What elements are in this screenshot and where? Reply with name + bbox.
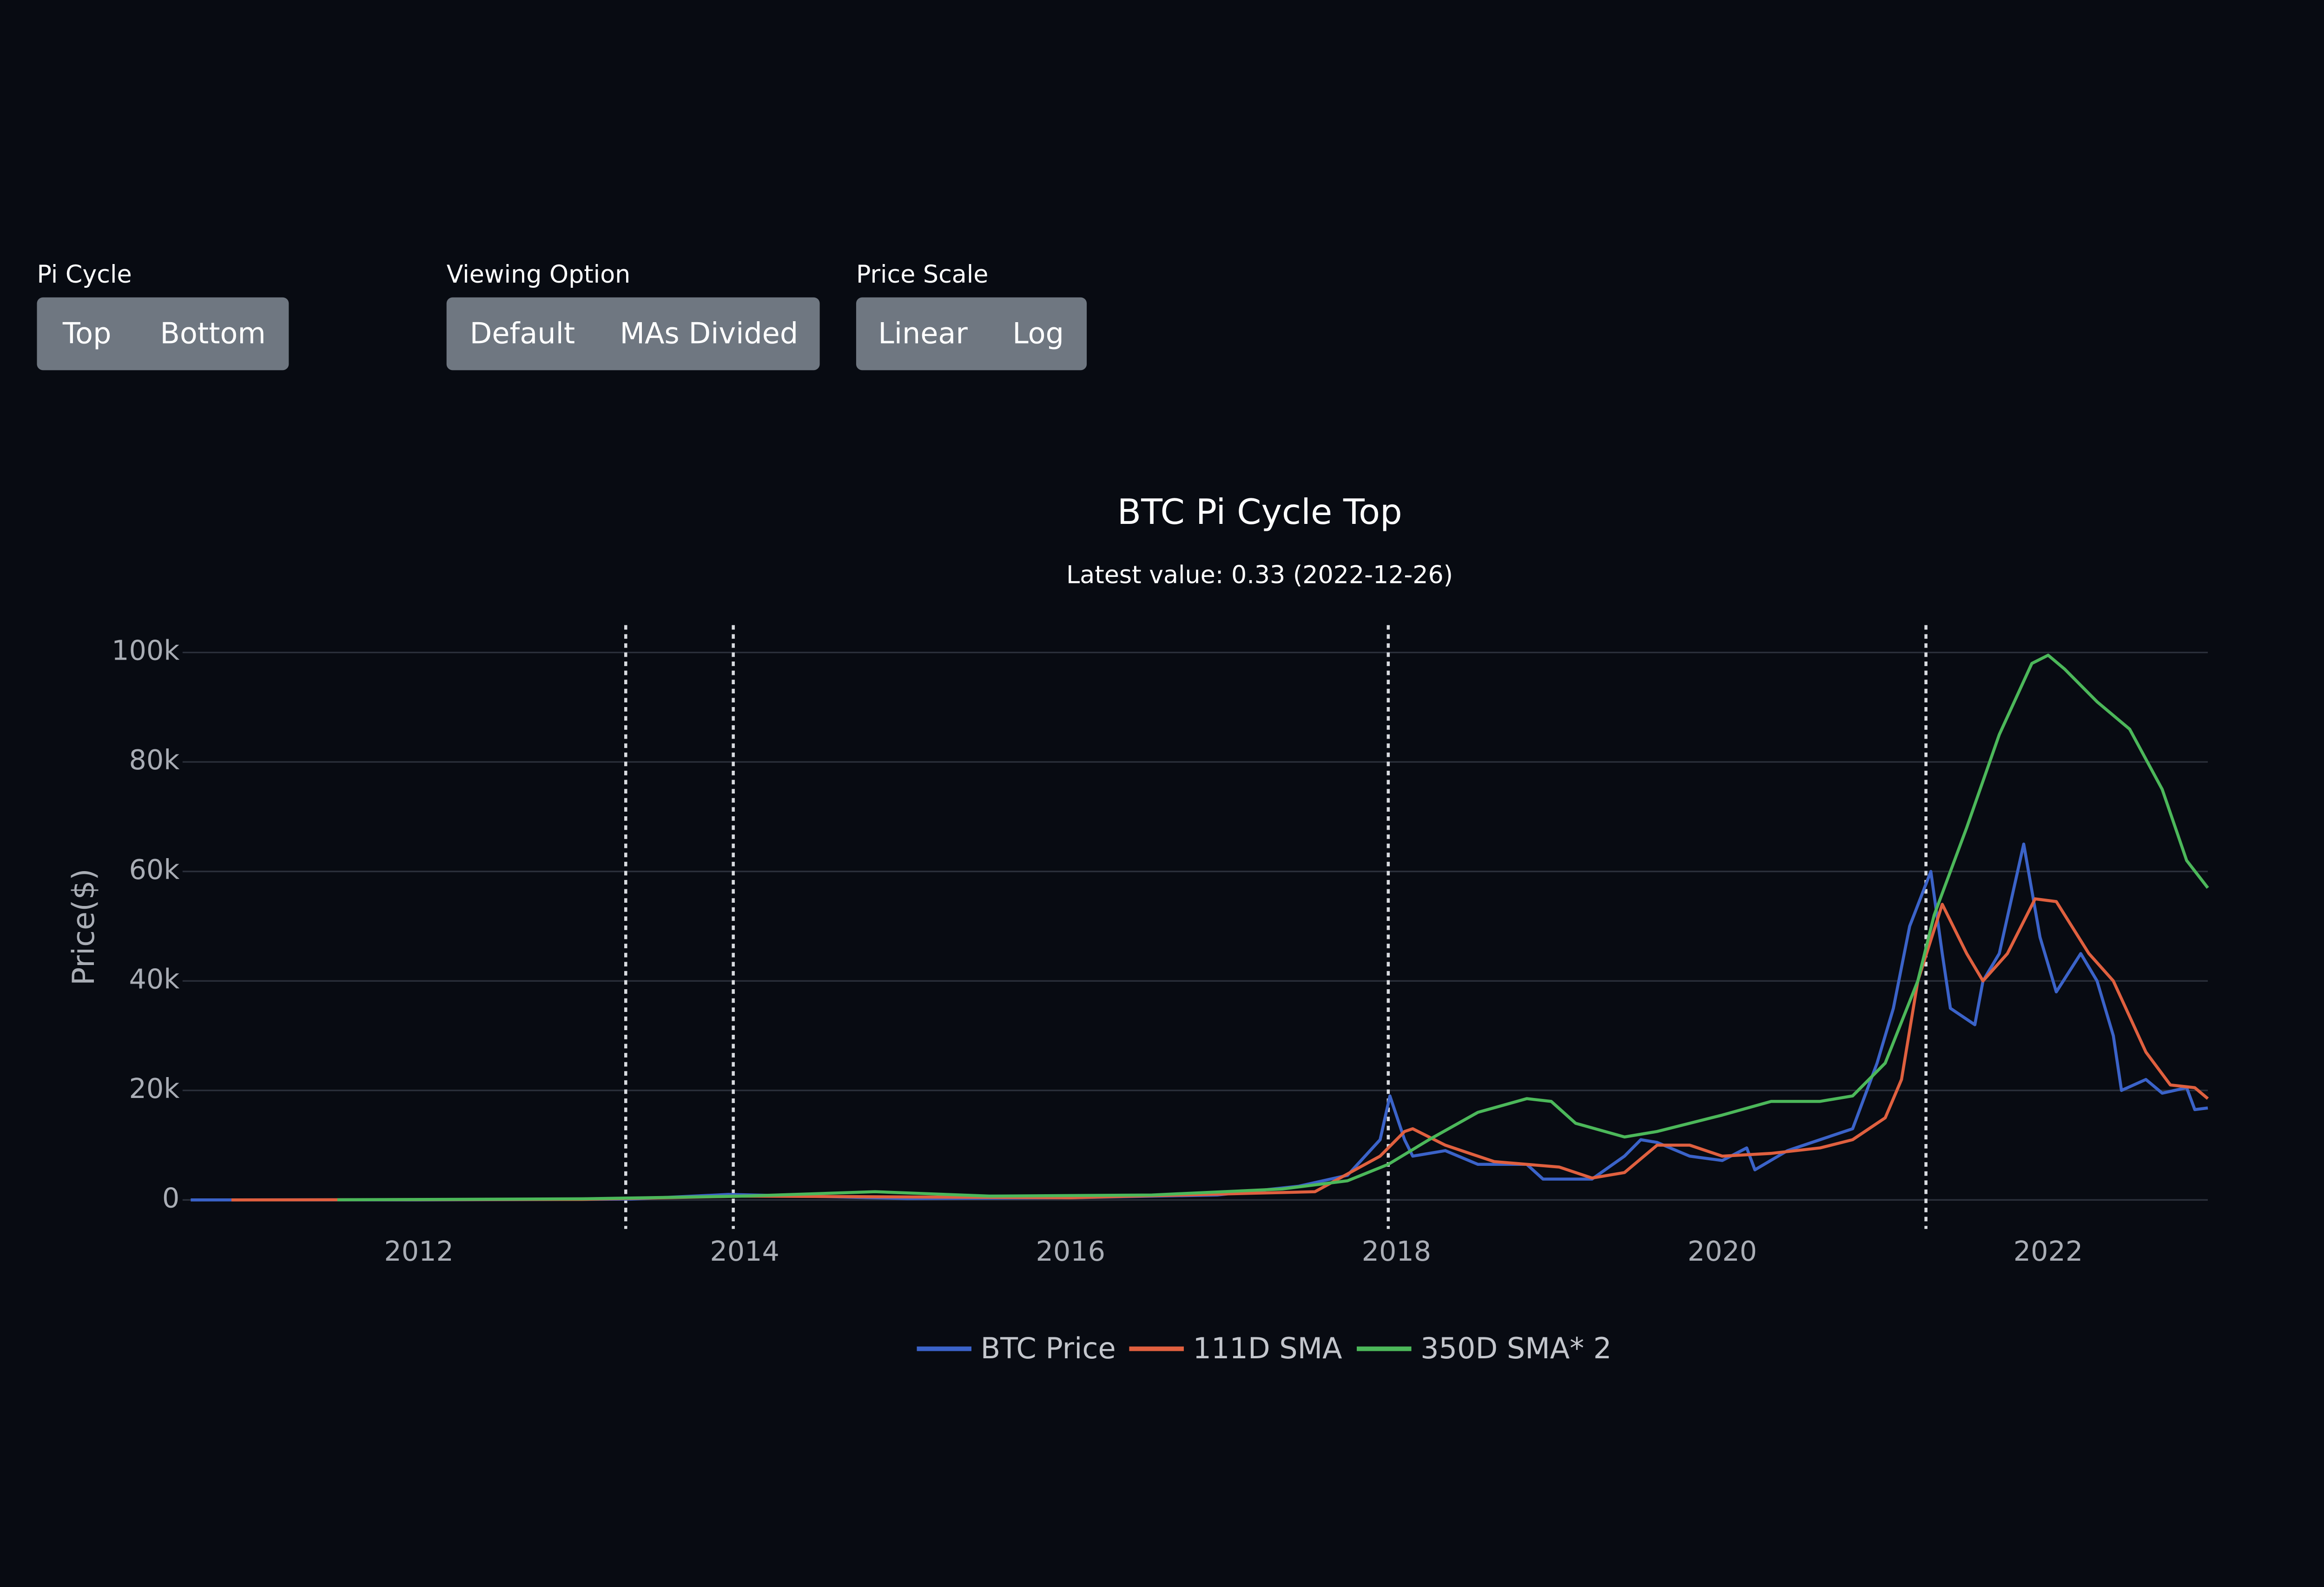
- chart-subtitle: Latest value: 0.33 (2022-12-26): [1066, 561, 1453, 589]
- x-tick-label: 2022: [2014, 1235, 2083, 1267]
- legend-label: 350D SMA* 2: [1420, 1331, 1611, 1365]
- legend-label: 111D SMA: [1193, 1331, 1342, 1365]
- y-tick-label: 40k: [129, 963, 180, 995]
- x-tick-label: 2016: [1036, 1235, 1105, 1267]
- chart: BTC Pi Cycle Top Latest value: 0.33 (202…: [66, 491, 2209, 1365]
- control-label: Pi Cycle: [37, 261, 132, 289]
- control-label: Price Scale: [856, 261, 988, 289]
- series-line: [337, 654, 2209, 1202]
- x-tick-label: 2018: [1362, 1235, 1431, 1267]
- button-group: [446, 297, 820, 370]
- legend-label: BTC Price: [981, 1331, 1116, 1365]
- y-tick-label: 20k: [129, 1072, 180, 1104]
- control-label: Viewing Option: [447, 261, 631, 289]
- button-group: [37, 297, 289, 370]
- button-label[interactable]: Log: [1012, 316, 1064, 350]
- button-label[interactable]: Top: [62, 316, 112, 350]
- series-line: [231, 897, 2209, 1202]
- y-axis-label: Price($): [66, 868, 101, 985]
- button-group: [856, 297, 1087, 370]
- x-tick-label: 2012: [384, 1235, 453, 1267]
- x-tick-label: 2014: [710, 1235, 779, 1267]
- y-tick-label: 80k: [129, 744, 180, 776]
- x-tick-label: 2020: [1688, 1235, 1757, 1267]
- y-tick-label: 60k: [129, 853, 180, 886]
- button-label[interactable]: Bottom: [160, 316, 265, 350]
- button-label[interactable]: Default: [470, 316, 575, 350]
- button-label[interactable]: MAs Divided: [620, 316, 799, 350]
- y-tick-label: 0: [162, 1182, 179, 1214]
- button-label[interactable]: Linear: [878, 316, 968, 350]
- chart-title: BTC Pi Cycle Top: [1117, 491, 1402, 532]
- controls: Pi Cycle Top Bottom Viewing Option Default MA…: [37, 261, 1087, 370]
- y-tick-label: 100k: [112, 635, 179, 667]
